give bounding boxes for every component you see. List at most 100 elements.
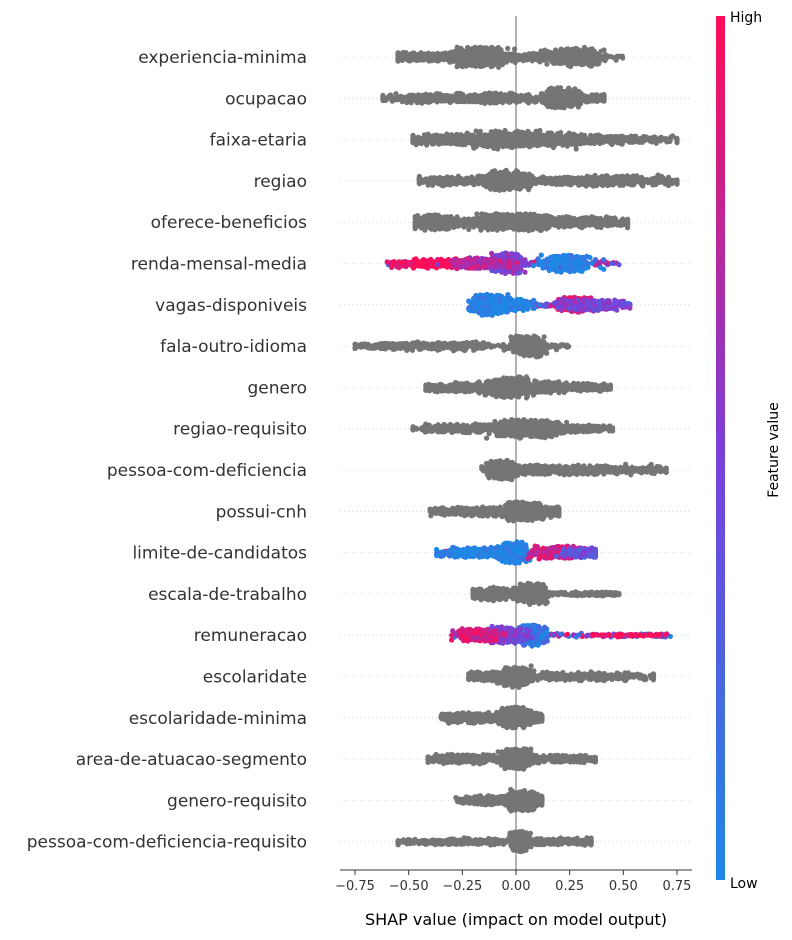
dot bbox=[437, 56, 443, 62]
dot bbox=[489, 135, 495, 141]
dot bbox=[589, 93, 595, 99]
dot bbox=[410, 136, 416, 142]
dot bbox=[484, 99, 490, 105]
dot bbox=[461, 54, 467, 60]
dot bbox=[469, 139, 475, 145]
dot bbox=[517, 93, 523, 99]
dot bbox=[475, 134, 481, 140]
dot bbox=[505, 143, 511, 149]
dot bbox=[511, 46, 518, 52]
dot bbox=[411, 56, 417, 62]
dot bbox=[461, 94, 467, 100]
dot bbox=[602, 53, 608, 59]
dot bbox=[399, 94, 406, 101]
dot bbox=[435, 139, 441, 145]
dot bbox=[579, 139, 586, 145]
dot bbox=[426, 55, 432, 61]
dot bbox=[443, 96, 449, 102]
dot bbox=[429, 141, 436, 147]
dot bbox=[496, 64, 502, 70]
dot bbox=[640, 135, 646, 141]
dot bbox=[404, 96, 410, 102]
dot bbox=[537, 141, 543, 147]
dot bbox=[523, 94, 529, 100]
dot bbox=[596, 61, 602, 67]
dot bbox=[595, 134, 601, 140]
dot bbox=[484, 136, 490, 142]
dot bbox=[583, 95, 589, 101]
dot bbox=[478, 99, 484, 105]
dot bbox=[670, 133, 676, 139]
dot bbox=[542, 138, 549, 144]
dot bbox=[497, 170, 503, 176]
swarm-ocupacao bbox=[380, 85, 607, 111]
dot bbox=[523, 55, 530, 61]
swarm-faixa-etaria bbox=[410, 127, 680, 152]
dot bbox=[588, 54, 594, 60]
dot bbox=[555, 131, 561, 137]
dot bbox=[657, 135, 663, 141]
dot bbox=[494, 56, 500, 62]
dot bbox=[579, 58, 586, 65]
dot bbox=[497, 97, 503, 103]
dot bbox=[527, 98, 534, 104]
dot bbox=[418, 141, 424, 147]
dot bbox=[667, 138, 673, 144]
dot bbox=[458, 45, 464, 51]
dot bbox=[519, 133, 525, 139]
dot bbox=[428, 98, 434, 104]
dot bbox=[607, 138, 613, 144]
dot bbox=[389, 98, 395, 104]
dot bbox=[516, 140, 522, 146]
dot bbox=[601, 96, 607, 102]
dot bbox=[595, 51, 601, 57]
dot bbox=[380, 94, 386, 100]
dot bbox=[563, 136, 569, 142]
dot bbox=[447, 141, 453, 147]
dot bbox=[577, 134, 583, 140]
dot bbox=[509, 51, 516, 57]
dot bbox=[491, 62, 497, 68]
dot bbox=[454, 64, 460, 70]
dot bbox=[497, 133, 503, 139]
dot bbox=[444, 131, 450, 137]
dot bbox=[455, 137, 461, 143]
dot bbox=[514, 181, 520, 187]
dot bbox=[423, 97, 429, 103]
dot bbox=[552, 141, 558, 147]
dot bbox=[515, 134, 521, 140]
dot bbox=[483, 54, 489, 60]
dot bbox=[497, 140, 503, 146]
dot bbox=[472, 96, 478, 102]
dot bbox=[546, 51, 552, 58]
dot bbox=[533, 99, 539, 105]
dot bbox=[516, 54, 522, 60]
swarm-regiao bbox=[416, 167, 680, 193]
dot bbox=[411, 50, 417, 57]
dot bbox=[529, 141, 535, 147]
dot bbox=[451, 52, 458, 58]
dot bbox=[395, 95, 401, 101]
dot bbox=[541, 53, 547, 59]
dot bbox=[526, 183, 532, 189]
dot bbox=[401, 51, 407, 57]
dot bbox=[550, 88, 556, 94]
dot bbox=[601, 138, 608, 144]
dot bbox=[505, 45, 511, 52]
dot bbox=[626, 138, 632, 144]
dots-layer bbox=[352, 44, 680, 855]
dot bbox=[506, 92, 512, 98]
dot bbox=[507, 183, 513, 189]
dot bbox=[565, 60, 571, 66]
dot bbox=[419, 100, 425, 106]
dot bbox=[518, 175, 524, 182]
dot bbox=[525, 128, 531, 134]
dot bbox=[387, 94, 393, 100]
dot bbox=[613, 57, 619, 63]
dot bbox=[453, 91, 459, 97]
dot bbox=[506, 136, 512, 142]
dot bbox=[489, 44, 495, 51]
dot bbox=[492, 128, 499, 134]
dot bbox=[567, 97, 573, 103]
dot bbox=[518, 185, 524, 191]
